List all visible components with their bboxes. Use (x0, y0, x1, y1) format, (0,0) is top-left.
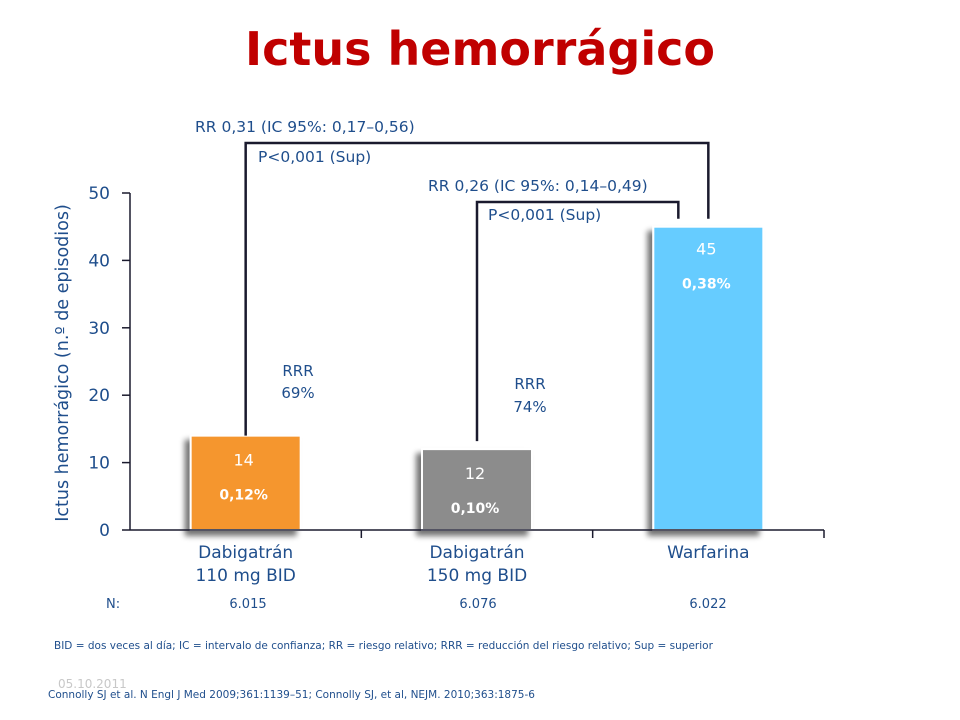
rrr-value: 74% (513, 398, 546, 416)
bar (652, 225, 765, 531)
y-tick-label: 20 (88, 386, 110, 406)
p-value-label: P<0,001 (Sup) (258, 148, 371, 166)
y-tick-label: 30 (88, 319, 110, 339)
bar-chart: 0 10 20 30 40 50 14 0,12% 12 0,10% 45 0,38% RR 0,3… (53, 118, 825, 586)
rrr-label: RRR (514, 375, 545, 393)
bar (421, 448, 533, 531)
page-title: Ictus hemorrágico (245, 22, 715, 76)
rrr-value: 69% (281, 384, 314, 402)
bar-percent-label: 0,10% (451, 501, 500, 517)
abbreviations-footnote: BID = dos veces al día; IC = intervalo d… (54, 640, 713, 652)
y-tick-label: 0 (99, 521, 110, 541)
rr-label: RR 0,31 (IC 95%: 0,17–0,56) (195, 118, 415, 136)
bar-value-label: 14 (233, 451, 253, 470)
n-value-dabigatran-150: 6.076 (459, 597, 497, 612)
x-category-label: Warfarina (667, 543, 749, 563)
x-category-label: Dabigatrán 110 mg BID (195, 543, 295, 586)
rrr-label: RRR (282, 362, 313, 380)
y-tick-label: 40 (88, 251, 110, 271)
bar-value-label: 12 (465, 464, 485, 483)
bar-percent-label: 0,12% (219, 488, 268, 504)
rr-label: RR 0,26 (IC 95%: 0,14–0,49) (428, 177, 648, 195)
comparison-bracket (244, 141, 710, 436)
n-value-warfarina: 6.022 (689, 597, 727, 612)
y-axis-label: Ictus hemorrágico (n.º de episodios) (53, 204, 73, 522)
p-value-label: P<0,001 (Sup) (488, 206, 601, 224)
reference-citation: Connolly SJ et al. N Engl J Med 2009;361… (48, 689, 535, 701)
n-label: N: (106, 597, 121, 612)
x-category-label: Dabigatrán 150 mg BID (427, 543, 527, 586)
bar (189, 434, 302, 532)
y-tick-label: 50 (88, 184, 110, 204)
y-tick-label: 10 (88, 454, 110, 474)
bar-value-label: 45 (696, 240, 716, 259)
bar-percent-label: 0,38% (682, 277, 731, 293)
n-value-dabigatran-110: 6.015 (229, 597, 267, 612)
comparison-bracket (475, 200, 680, 442)
slide-date: 05.10.2011 (58, 677, 127, 691)
